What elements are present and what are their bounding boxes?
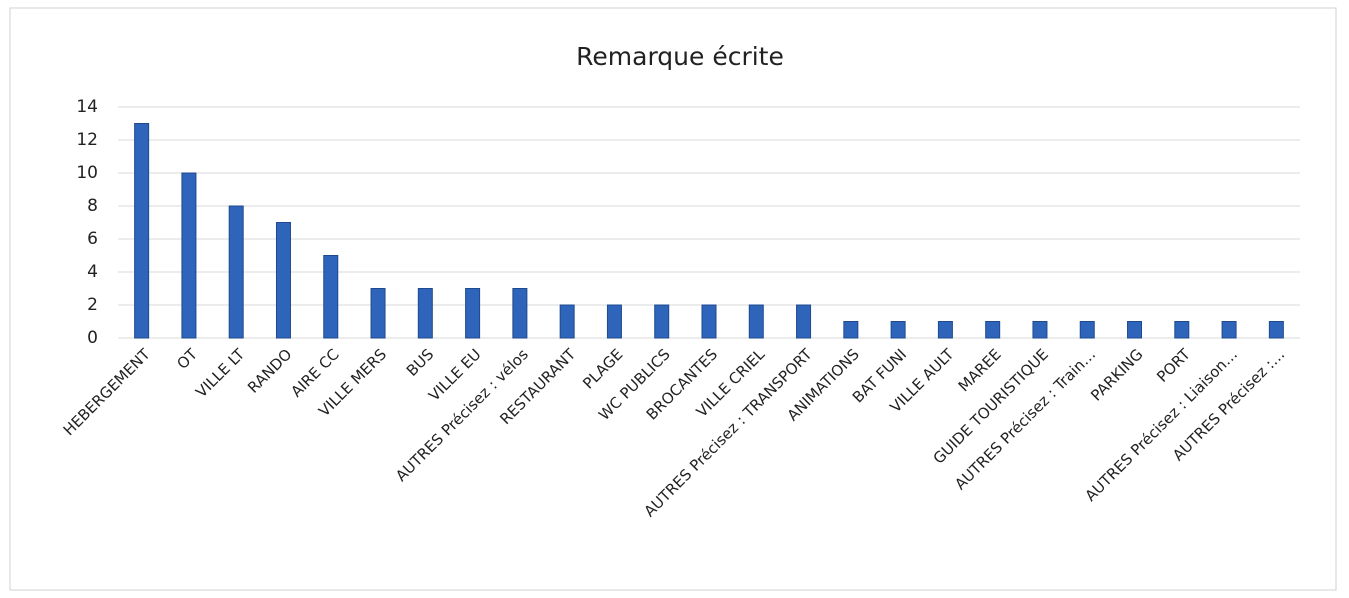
bar bbox=[1127, 321, 1143, 339]
bar bbox=[512, 288, 528, 339]
y-tick-label: 6 bbox=[87, 229, 98, 249]
y-tick-label: 8 bbox=[87, 196, 98, 216]
bar bbox=[228, 205, 244, 339]
bar bbox=[843, 321, 859, 339]
bar bbox=[654, 304, 670, 339]
bar bbox=[890, 321, 906, 339]
y-tick-label: 4 bbox=[87, 262, 98, 282]
y-tick-label: 0 bbox=[87, 328, 98, 348]
bar bbox=[1221, 321, 1237, 339]
bar bbox=[701, 304, 717, 339]
bar bbox=[985, 321, 1001, 339]
chart-frame bbox=[9, 7, 1337, 591]
bar bbox=[559, 304, 575, 339]
y-tick-label: 12 bbox=[76, 130, 98, 150]
y-tick-label: 10 bbox=[76, 163, 98, 183]
bar bbox=[1079, 321, 1095, 339]
bar bbox=[937, 321, 953, 339]
bar bbox=[370, 288, 386, 339]
y-tick-label: 14 bbox=[76, 97, 98, 117]
bar bbox=[796, 304, 812, 339]
bar bbox=[134, 123, 150, 339]
bar bbox=[181, 172, 197, 339]
bar bbox=[1032, 321, 1048, 339]
y-tick-label: 2 bbox=[87, 295, 98, 315]
bar bbox=[1268, 321, 1284, 339]
chart-title: Remarque écrite bbox=[576, 42, 784, 71]
bar bbox=[275, 222, 291, 339]
bar bbox=[465, 288, 481, 339]
bar bbox=[323, 255, 339, 339]
bar bbox=[748, 304, 764, 339]
bar bbox=[606, 304, 622, 339]
bar bbox=[1174, 321, 1190, 339]
bar bbox=[417, 288, 433, 339]
